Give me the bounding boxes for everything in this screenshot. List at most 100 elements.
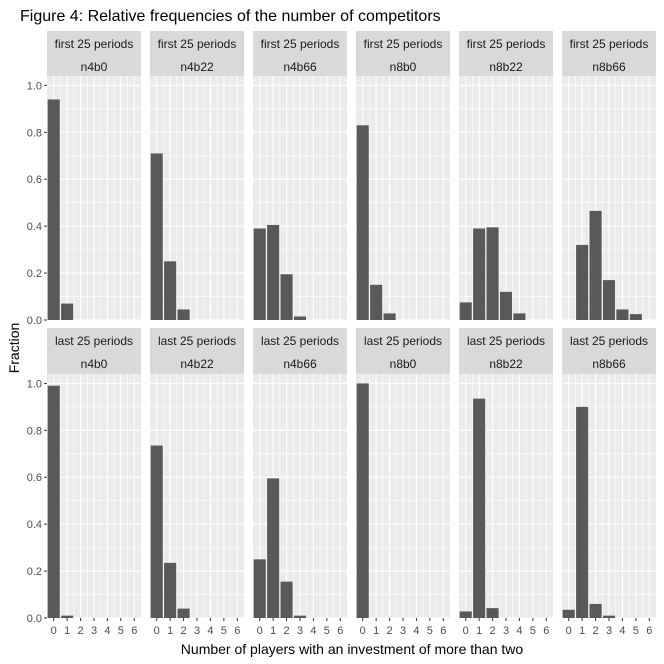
y-tick-label: 0.4 (27, 519, 42, 531)
bar (267, 224, 280, 320)
bar (177, 309, 190, 320)
y-tick-label: 0.0 (27, 613, 42, 625)
facet-strip-treatment-label: n4b66 (283, 60, 317, 74)
bar (267, 478, 280, 618)
x-tick-label: 6 (646, 625, 652, 637)
facet-strip-period-label: first 25 periods (158, 37, 237, 51)
bar (486, 227, 499, 320)
x-tick-label: 2 (78, 625, 84, 637)
bar (616, 309, 629, 320)
bar (383, 313, 396, 320)
facet-strip-treatment-label: n8b66 (592, 60, 626, 74)
facet-strip-period-label: first 25 periods (570, 37, 649, 51)
x-tick-label: 6 (440, 625, 446, 637)
x-axis-title: Number of players with an investment of … (181, 641, 524, 657)
facet-strip-treatment-label: n4b0 (81, 357, 108, 371)
y-tick-label: 1.0 (27, 378, 42, 390)
bar (150, 153, 163, 320)
bar (253, 559, 266, 618)
bar (61, 615, 74, 618)
x-tick-label: 5 (633, 625, 639, 637)
x-tick-label: 4 (413, 625, 419, 637)
bar (459, 302, 472, 320)
facet-strip-treatment-label: n8b22 (489, 357, 523, 371)
bar (280, 274, 293, 320)
bar (589, 603, 602, 618)
facet-strip (253, 328, 347, 374)
facet-strip (47, 31, 141, 76)
bar (150, 445, 163, 618)
y-tick-label: 0.8 (27, 127, 42, 139)
facet-strip-treatment-label: n4b22 (180, 357, 214, 371)
x-tick-label: 0 (360, 625, 366, 637)
x-tick-label: 6 (234, 625, 240, 637)
y-tick-label: 0.6 (27, 472, 42, 484)
x-tick-label: 5 (530, 625, 536, 637)
y-tick-label: 0.4 (27, 221, 42, 233)
bar (164, 261, 177, 320)
x-tick-label: 5 (221, 625, 227, 637)
x-tick-label: 1 (373, 625, 379, 637)
facet-strip (562, 31, 656, 76)
bar (629, 314, 642, 320)
facet-strip (459, 31, 553, 76)
facet-strip-treatment-label: n8b0 (390, 60, 417, 74)
facet-panel: last 25 periods n4b22 (150, 328, 244, 619)
facet-panel: first 25 periods n4b22 (150, 31, 244, 321)
y-tick-label: 0.2 (27, 268, 42, 280)
bar (576, 406, 589, 618)
x-tick-label: 0 (463, 625, 469, 637)
bar (253, 228, 266, 320)
bar (356, 125, 369, 321)
facet-panel: last 25 periods n8b66 (562, 328, 656, 619)
facet-strip-treatment-label: n8b0 (390, 357, 417, 371)
facet-strip-treatment-label: n4b66 (283, 357, 317, 371)
x-tick-label: 0 (566, 625, 572, 637)
facet-strip-treatment-label: n4b0 (81, 60, 108, 74)
x-tick-label: 1 (579, 625, 585, 637)
facet-strip-period-label: last 25 periods (55, 334, 133, 348)
axes: 0.00.20.40.60.81.00.00.20.40.60.81.00 1 2 3… (27, 80, 653, 637)
facet-panel: first 25 periods n8b22 (459, 31, 553, 321)
facet-panel: first 25 periods n4b66 (253, 31, 347, 321)
bar (486, 608, 499, 618)
y-tick-label: 1.0 (27, 80, 42, 92)
facet-panels: first 25 periods n4b0 first 25 periods n4b2… (47, 31, 656, 619)
x-tick-label: 2 (181, 625, 187, 637)
bar (280, 581, 293, 618)
x-tick-label: 0 (51, 625, 57, 637)
facet-strip (253, 31, 347, 76)
facet-strip-period-label: last 25 periods (261, 334, 339, 348)
bar (513, 313, 526, 320)
x-tick-label: 1 (270, 625, 276, 637)
y-tick-label: 0.2 (27, 566, 42, 578)
bar (576, 244, 589, 320)
facet-strip-period-label: first 25 periods (55, 37, 134, 51)
facet-strip-period-label: last 25 periods (467, 334, 545, 348)
bar (293, 316, 307, 320)
x-tick-label: 4 (104, 625, 110, 637)
facet-panel: last 25 periods n8b0 (356, 328, 450, 619)
x-tick-label: 5 (118, 625, 124, 637)
facet-strip-treatment-label: n8b22 (489, 60, 523, 74)
facet-strip (150, 31, 244, 76)
y-tick-label: 0.6 (27, 174, 42, 186)
chart-title: Figure 4: Relative frequencies of the nu… (20, 8, 441, 25)
x-tick-label: 4 (310, 625, 316, 637)
x-tick-label: 2 (593, 625, 599, 637)
x-tick-label: 0 (154, 625, 160, 637)
x-tick-label: 6 (337, 625, 343, 637)
x-tick-label: 3 (91, 625, 97, 637)
facet-panel: first 25 periods n8b66 (562, 31, 656, 321)
facet-panel: last 25 periods n4b0 (47, 328, 141, 619)
x-tick-label: 3 (400, 625, 406, 637)
facet-strip (356, 31, 450, 76)
bar (602, 615, 616, 618)
x-tick-label: 2 (387, 625, 393, 637)
x-tick-label: 5 (324, 625, 330, 637)
x-tick-label: 1 (64, 625, 70, 637)
x-tick-label: 3 (194, 625, 200, 637)
facet-strip-period-label: last 25 periods (158, 334, 236, 348)
bar (473, 398, 486, 618)
